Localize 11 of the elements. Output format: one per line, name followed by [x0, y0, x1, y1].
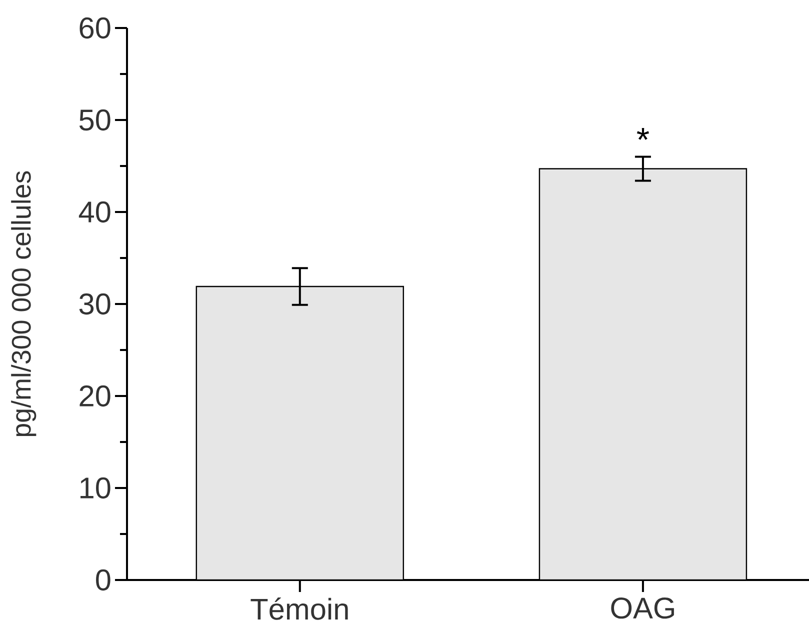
- x-tick-label: Témoin: [250, 598, 348, 620]
- y-axis-title: pg/ml/300 000 cellules: [11, 171, 36, 436]
- annotation: *: [636, 128, 650, 140]
- y-tick-label: 20: [80, 385, 110, 407]
- y-tick-label: 50: [79, 109, 110, 131]
- y-tick-label: 0: [96, 569, 110, 591]
- y-tick-label: 60: [80, 17, 110, 39]
- x-tick-label: OAG: [611, 598, 674, 619]
- y-tick-label: 10: [80, 477, 110, 499]
- y-tick-label: 40: [78, 201, 110, 223]
- y-tick-label: 30: [79, 293, 110, 315]
